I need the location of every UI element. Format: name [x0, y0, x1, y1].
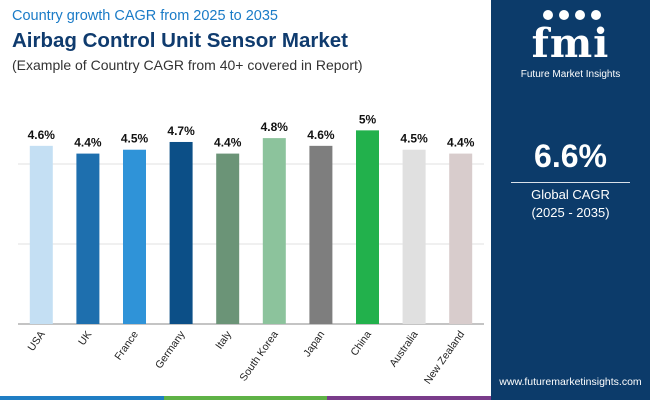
- x-tick-label: France: [112, 329, 141, 363]
- x-tick-label: New Zealand: [422, 329, 467, 387]
- data-label: 4.7%: [167, 124, 195, 138]
- bar-usa: [29, 145, 53, 324]
- bar-south-korea: [262, 138, 286, 324]
- bar-italy: [216, 153, 240, 324]
- website-link[interactable]: www.futuremarketinsights.com: [499, 376, 642, 388]
- global-cagr-label: Global CAGR: [531, 187, 610, 202]
- chart-title: Airbag Control Unit Sensor Market: [12, 29, 349, 52]
- bar-china: [356, 130, 379, 324]
- global-cagr-period: (2025 - 2035): [531, 205, 610, 220]
- data-label: 4.4%: [214, 136, 242, 150]
- x-tick-label: Japan: [301, 329, 327, 359]
- fmi-logo: fmi Future Market Insights: [491, 8, 650, 80]
- bar-australia: [402, 149, 426, 324]
- side-panel: fmi Future Market Insights 6.6% Global C…: [491, 0, 650, 400]
- bar-chart: 4.6% USA 4.4% UK 4.5% France 4.7% Germany 4.4% It…: [18, 112, 484, 387]
- data-label: 4.4%: [74, 136, 102, 150]
- x-tick-label: Italy: [213, 328, 234, 351]
- x-tick-label: USA: [26, 329, 48, 354]
- global-cagr-value: 6.6%: [534, 138, 607, 174]
- chart-note: (Example of Country CAGR from 40+ covere…: [12, 57, 363, 73]
- strip-segment-purple: [327, 396, 492, 400]
- bar-france: [123, 149, 146, 324]
- bar-germany: [169, 141, 193, 324]
- bottom-color-strip: [0, 396, 492, 400]
- data-label: 4.6%: [307, 128, 335, 142]
- x-tick-label: South Korea: [237, 329, 280, 384]
- strip-segment-green: [163, 396, 328, 400]
- x-tick-label: Australia: [387, 329, 420, 369]
- data-label: 4.5%: [400, 132, 428, 146]
- bar-japan: [309, 145, 333, 324]
- bar-uk: [76, 153, 100, 324]
- logo-wordmark: fmi: [531, 20, 610, 67]
- bar-new-zealand: [449, 153, 473, 324]
- data-label: 4.5%: [121, 132, 149, 146]
- strip-segment-blue: [0, 396, 164, 400]
- data-label: 4.6%: [28, 128, 56, 142]
- chart-header: Country growth CAGR from 2025 to 2035 Ai…: [12, 6, 492, 75]
- cagr-divider: [511, 182, 630, 183]
- data-label: 4.8%: [261, 120, 289, 134]
- data-label: 5%: [359, 112, 377, 126]
- chart-area: 4.6% USA 4.4% UK 4.5% France 4.7% Germany 4.4% It…: [18, 112, 484, 387]
- x-tick-label: Germany: [153, 328, 188, 371]
- logo-icons: [542, 10, 601, 20]
- x-tick-label: China: [348, 329, 374, 358]
- chart-subtitle: Country growth CAGR from 2025 to 2035: [12, 8, 278, 24]
- data-label: 4.4%: [447, 136, 475, 150]
- x-tick-label: UK: [76, 329, 94, 348]
- logo-tagline: Future Market Insights: [520, 69, 621, 80]
